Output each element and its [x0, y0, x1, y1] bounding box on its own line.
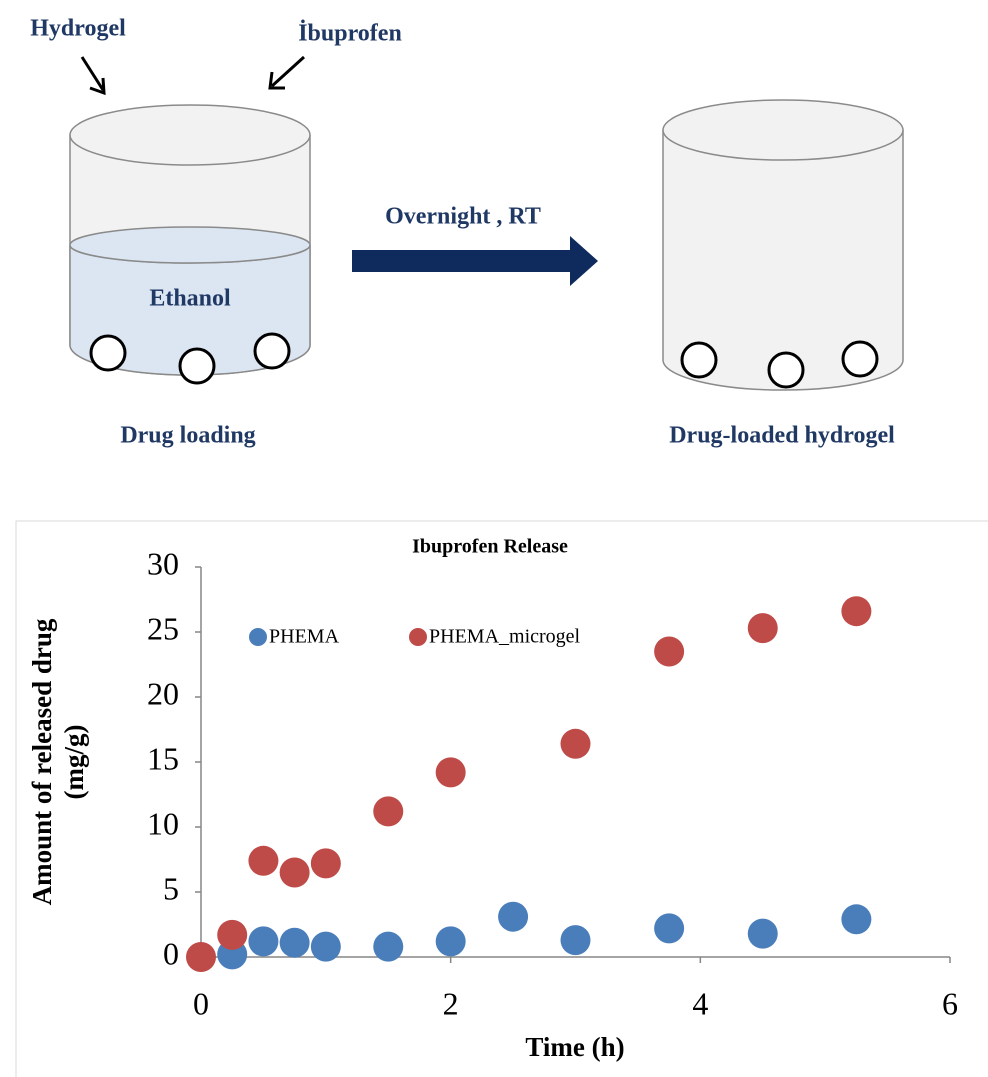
point	[560, 728, 591, 759]
diagram: Hydrogel İbuprofen Ethanol Overnight , R…	[30, 16, 904, 449]
chart-frame	[15, 520, 988, 1077]
y-tick-label: 5	[163, 870, 179, 906]
ethanol-label: Ethanol	[149, 286, 231, 312]
point	[435, 926, 466, 957]
y-tick-label: 30	[147, 545, 179, 581]
legend-swatch	[249, 628, 267, 646]
y-tick-label: 0	[163, 935, 179, 971]
point	[248, 926, 279, 957]
point	[310, 931, 341, 962]
x-axis-title: Time (h)	[525, 1032, 624, 1062]
ibuprofen-label: İbuprofen	[298, 21, 402, 47]
y-tick-label: 15	[147, 740, 179, 776]
point	[279, 927, 310, 958]
point	[654, 913, 685, 944]
point	[560, 925, 591, 956]
legend-label: PHEMA	[269, 626, 340, 648]
point	[654, 636, 685, 667]
point	[373, 931, 404, 962]
x-tick-label: 6	[942, 985, 958, 1021]
point	[279, 857, 310, 888]
left-beaker	[69, 104, 311, 385]
x-tick-label: 2	[443, 985, 459, 1021]
legend-swatch	[409, 628, 427, 646]
right-beaker	[662, 99, 904, 391]
y-axis-title: Amount of released drug (mg/g)	[27, 618, 89, 905]
legend-label: PHEMA_microgel	[429, 626, 581, 648]
y-axis-title-line: (mg/g)	[59, 725, 89, 800]
pointer-arrows	[80, 55, 306, 96]
point	[841, 596, 872, 627]
right-caption: Drug-loaded hydrogel	[669, 423, 895, 449]
left-caption: Drug loading	[120, 423, 255, 449]
process-arrow	[352, 236, 598, 286]
condition-label: Overnight , RT	[385, 204, 541, 230]
point	[310, 848, 341, 879]
x-tick-label: 4	[692, 985, 708, 1021]
x-tick-label: 0	[193, 985, 209, 1021]
point	[747, 613, 778, 644]
hydrogel-label: Hydrogel	[30, 16, 126, 42]
point	[217, 919, 248, 950]
point	[248, 845, 279, 876]
point	[186, 942, 216, 972]
point	[435, 757, 466, 788]
point	[498, 901, 529, 932]
point	[841, 904, 872, 935]
y-tick-label: 10	[147, 805, 179, 841]
point	[373, 796, 404, 827]
y-axis-title-line: Amount of released drug	[27, 618, 57, 905]
chart-title: Ibuprofen Release	[412, 536, 568, 558]
y-tick-label: 20	[147, 675, 179, 711]
y-tick-label: 25	[147, 610, 179, 646]
point	[747, 918, 778, 949]
